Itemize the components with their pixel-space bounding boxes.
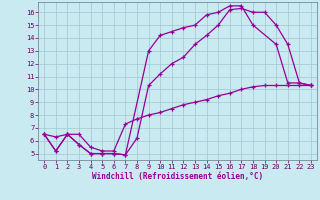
X-axis label: Windchill (Refroidissement éolien,°C): Windchill (Refroidissement éolien,°C) [92, 172, 263, 181]
